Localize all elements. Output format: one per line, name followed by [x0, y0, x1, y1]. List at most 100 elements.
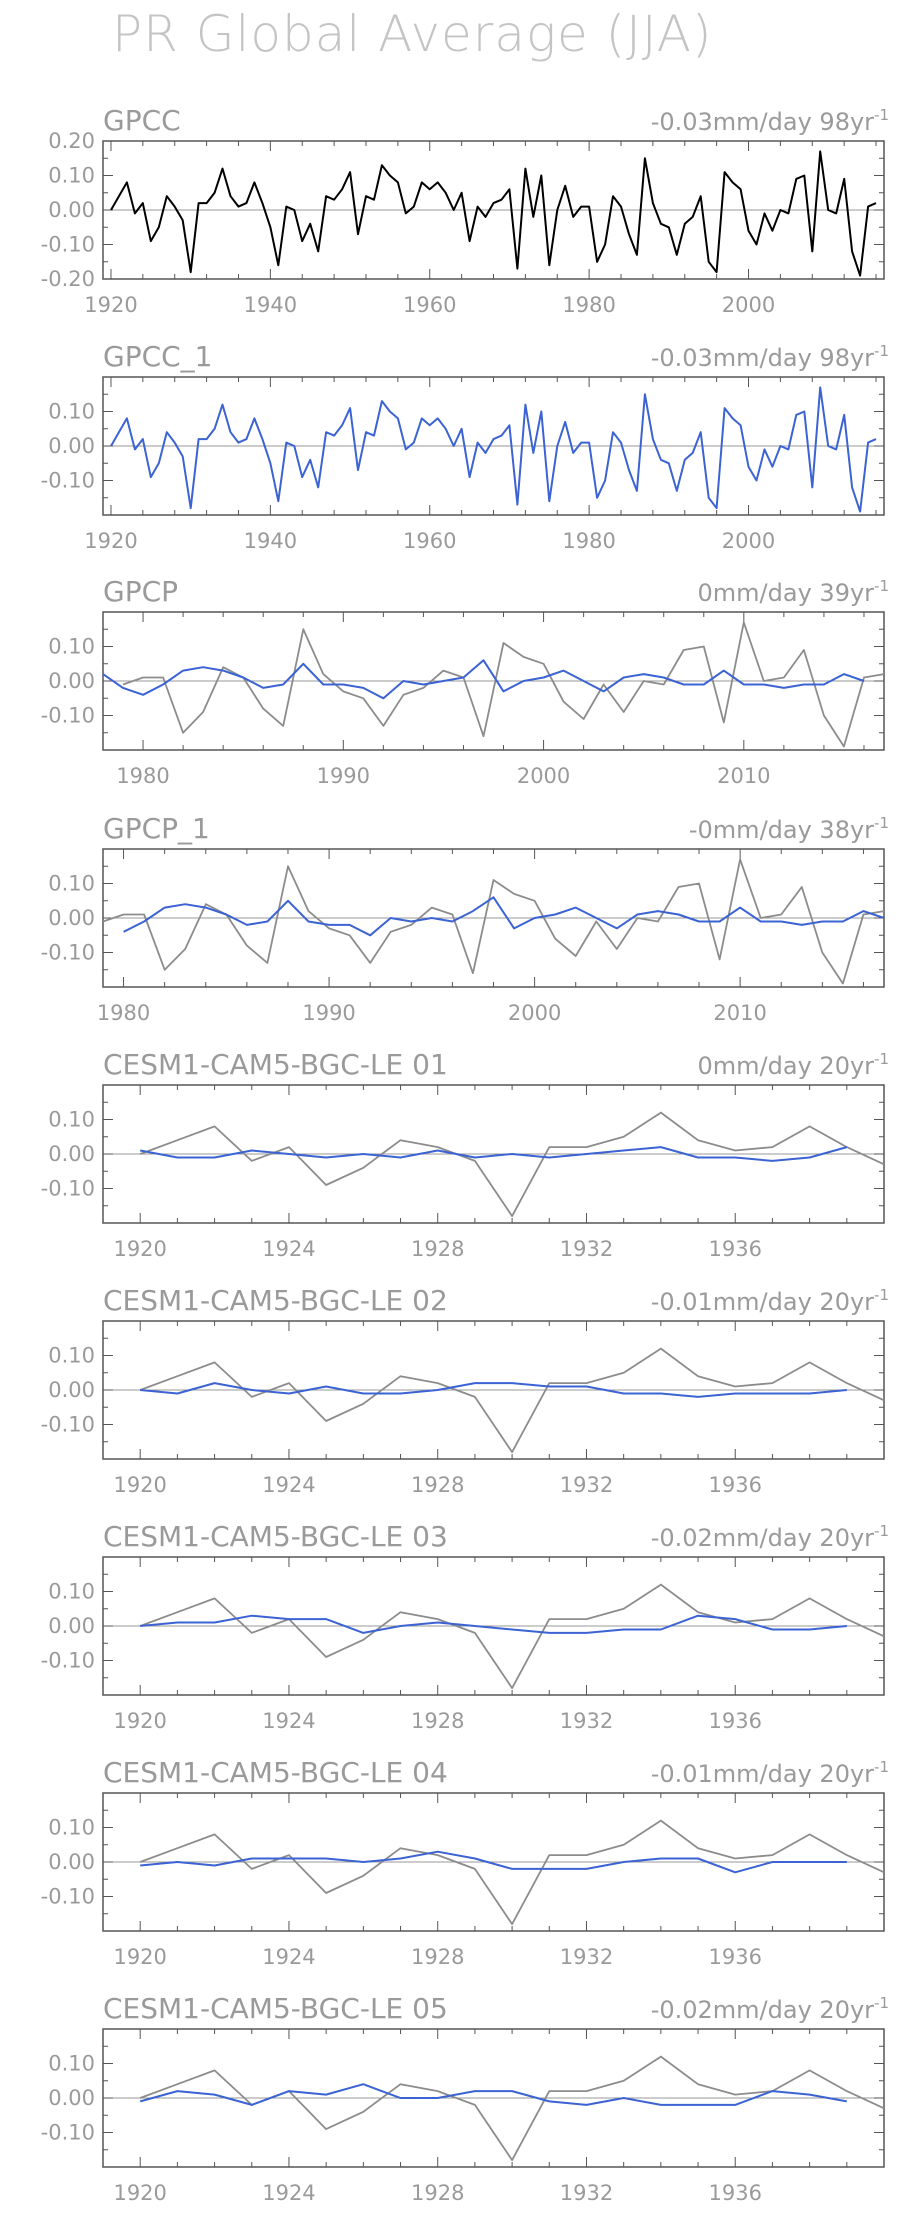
x-tick-label: 1932: [560, 1473, 613, 1497]
series-line-model: [123, 896, 885, 937]
x-tick-label: 1932: [560, 2181, 613, 2205]
series-line-ref: [139, 1583, 885, 1689]
x-tick-label: 1928: [411, 1237, 464, 1261]
series-line-model: [102, 659, 865, 700]
panel-title: GPCP_1: [103, 812, 210, 845]
series-line-ref: [102, 858, 885, 985]
x-tick-label: 1990: [317, 764, 370, 788]
x-tick-label: 1936: [709, 1473, 762, 1497]
x-tick-label: 1920: [113, 1237, 166, 1261]
y-tick-label: 0.00: [48, 906, 95, 930]
x-tick-label: 1932: [560, 1237, 613, 1261]
y-tick-label: 0.00: [48, 669, 95, 693]
trend-label: 0mm/day 20yr-1: [698, 1050, 889, 1080]
x-tick-label: 2000: [722, 529, 775, 553]
trend-exponent: -1: [874, 1994, 889, 2012]
trend-label: -0.02mm/day 20yr-1: [651, 1994, 889, 2024]
y-tick-label: -0.10: [41, 704, 95, 728]
x-tick-label: 1920: [113, 1473, 166, 1497]
trend-text: -0.03mm/day 98yr: [651, 108, 874, 136]
trend-text: -0mm/day 38yr: [689, 816, 874, 844]
series-line-ref: [139, 1819, 885, 1925]
x-tick-label: 1924: [262, 1237, 315, 1261]
panel-title: CESM1-CAM5-BGC-LE 02: [103, 1284, 448, 1317]
trend-exponent: -1: [874, 1522, 889, 1540]
trend-text: -0.02mm/day 20yr: [651, 1524, 874, 1552]
x-tick-label: 1920: [113, 1945, 166, 1969]
y-tick-label: -0.10: [41, 233, 95, 257]
trend-text: -0.01mm/day 20yr: [651, 1760, 874, 1788]
panel-title: CESM1-CAM5-BGC-LE 04: [103, 1756, 448, 1789]
y-tick-label: -0.10: [41, 2121, 95, 2145]
x-tick-label: 1936: [709, 1709, 762, 1733]
y-tick-label: 0.10: [48, 2052, 95, 2076]
y-tick-label: -0.10: [41, 469, 95, 493]
series-line-model: [140, 1850, 847, 1874]
x-tick-label: 1924: [262, 2181, 315, 2205]
y-tick-label: -0.10: [41, 1649, 95, 1673]
panel-title: CESM1-CAM5-BGC-LE 03: [103, 1520, 448, 1553]
trend-exponent: -1: [874, 342, 889, 360]
trend-label: -0.01mm/day 20yr-1: [651, 1286, 889, 1316]
x-tick-label: 1924: [262, 1945, 315, 1969]
y-tick-label: -0.10: [41, 1413, 95, 1437]
panel-title: GPCP: [103, 575, 178, 608]
y-tick-label: 0.10: [48, 1816, 95, 1840]
trend-text: -0.02mm/day 20yr: [651, 1996, 874, 2024]
x-tick-label: 1936: [709, 1237, 762, 1261]
series-line-model: [140, 1614, 847, 1634]
y-tick-label: 0.00: [48, 1614, 95, 1638]
x-tick-label: 1980: [97, 1001, 150, 1025]
page-title: PR Global Average (JJA): [112, 5, 713, 63]
y-tick-label: 0.00: [48, 1142, 95, 1166]
y-tick-label: 0.10: [48, 1108, 95, 1132]
y-tick-label: 0.10: [48, 872, 95, 896]
x-tick-label: 1936: [709, 2181, 762, 2205]
series-line-ref: [139, 1111, 885, 1217]
x-tick-label: 1928: [411, 2181, 464, 2205]
trend-label: -0.02mm/day 20yr-1: [651, 1522, 889, 1552]
trend-label: -0.03mm/day 98yr-1: [651, 106, 889, 136]
trend-exponent: -1: [874, 1286, 889, 1304]
trend-text: -0.01mm/day 20yr: [651, 1288, 874, 1316]
y-tick-label: 0.10: [48, 1580, 95, 1604]
series-line-model: [140, 1146, 848, 1162]
y-tick-label: 0.00: [48, 1378, 95, 1402]
y-tick-label: 0.00: [48, 434, 95, 458]
x-tick-label: 2000: [508, 1001, 561, 1025]
trend-text: 0mm/day 39yr: [698, 579, 875, 607]
y-tick-label: 0.10: [48, 164, 95, 188]
y-tick-label: -0.10: [41, 1177, 95, 1201]
x-tick-label: 1932: [560, 1945, 613, 1969]
y-tick-label: 0.00: [48, 1850, 95, 1874]
panel-title: CESM1-CAM5-BGC-LE 05: [103, 1992, 448, 2025]
x-tick-label: 1928: [411, 1473, 464, 1497]
x-tick-label: 2010: [713, 1001, 766, 1025]
x-tick-label: 1920: [84, 529, 137, 553]
x-tick-label: 1920: [84, 293, 137, 317]
panel-title: GPCC: [103, 104, 181, 137]
trend-text: 0mm/day 20yr: [698, 1052, 875, 1080]
trend-label: -0.03mm/day 98yr-1: [651, 342, 889, 372]
trend-exponent: -1: [874, 577, 889, 595]
series-line-ref: [139, 1347, 885, 1453]
x-tick-label: 1932: [560, 1709, 613, 1733]
x-tick-label: 1928: [411, 1709, 464, 1733]
x-tick-label: 1980: [116, 764, 169, 788]
series-line-obs: [110, 150, 877, 277]
trend-text: -0.03mm/day 98yr: [651, 344, 874, 372]
trend-exponent: -1: [874, 1758, 889, 1776]
x-tick-label: 1980: [562, 293, 615, 317]
series-line-ref: [139, 2055, 885, 2162]
series-line-ref: [122, 621, 885, 748]
y-tick-label: -0.10: [41, 1885, 95, 1909]
x-tick-label: 2000: [517, 764, 570, 788]
y-tick-label: -0.20: [41, 267, 95, 291]
trend-exponent: -1: [874, 106, 889, 124]
trend-label: -0mm/day 38yr-1: [689, 814, 889, 844]
x-tick-label: 1924: [262, 1473, 315, 1497]
x-tick-label: 1940: [244, 293, 297, 317]
x-tick-label: 1960: [403, 293, 456, 317]
x-tick-label: 1920: [113, 1709, 166, 1733]
